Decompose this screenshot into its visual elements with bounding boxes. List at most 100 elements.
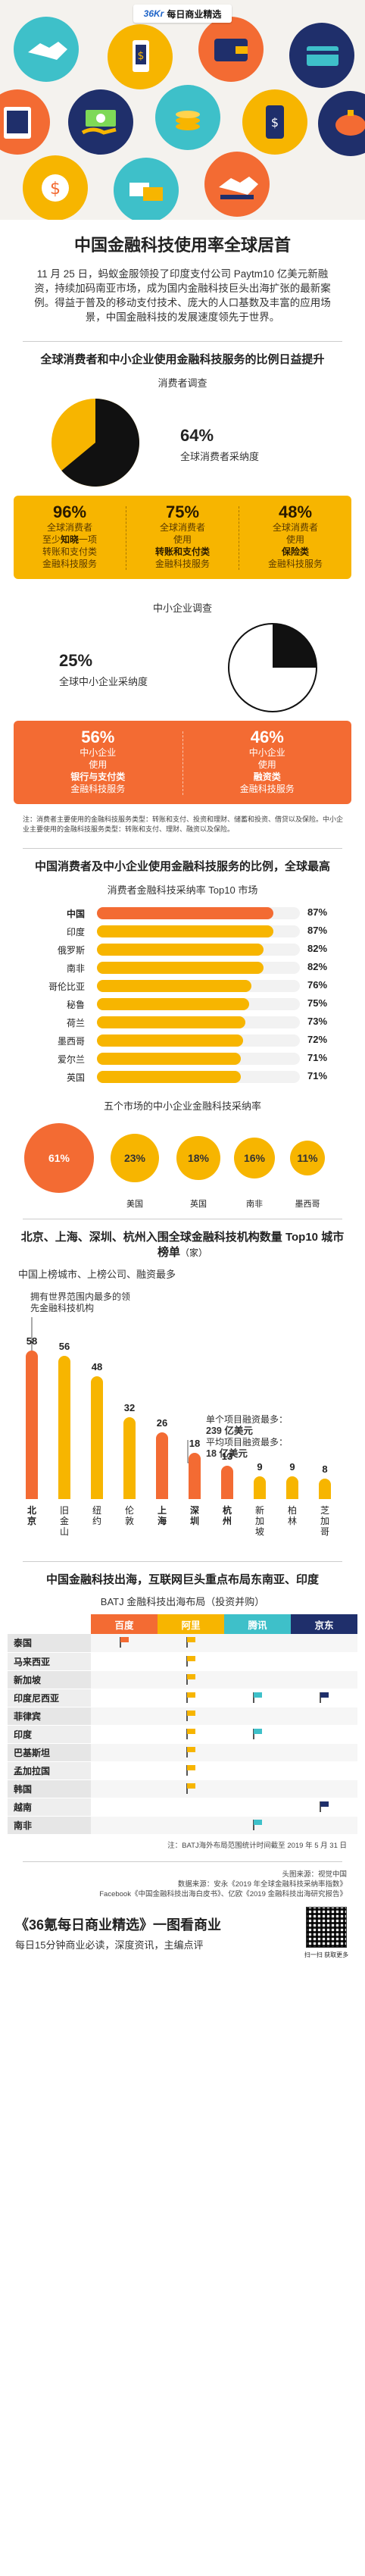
hero-banner: $ $ $ 36Kr 每日商业精选 [0,0,365,220]
stat-line: 全球消费者 [272,522,318,533]
country-cell: 新加坡 [8,1670,91,1689]
sme-pie-row: 25% 全球中小企业采纳度 [0,615,365,721]
bar-label: 中国 [66,909,85,919]
presence-cell [224,1707,291,1726]
presence-cell [291,1798,357,1817]
country-cell: 韩国 [8,1779,91,1798]
consumer-adoption-bar-chart: 中国 87% 印度 87% 俄罗斯 82% 南非 82% 哥伦比亚 76% 秘鲁 75% 荷兰 73% 墨西… [0,904,365,1086]
flag-icon [252,1819,263,1830]
presence-cell [291,1634,357,1653]
tablet-payment-icon [0,89,50,155]
presence-cell [291,1725,357,1744]
flag-icon [186,1637,196,1648]
stat-value: 56% [81,728,115,747]
bar-value-label: 82% [307,961,328,972]
city-column-value: 9 [257,1460,263,1473]
brand-logo: 36Kr 每日商业精选 [133,5,232,23]
stat-line: 全球消费者 [46,522,92,533]
sme-circles-title: 五个市场的中小企业金融科技采纳率 [103,1100,261,1112]
svg-text:$: $ [271,115,279,130]
batj-layout-table: 百度 阿里 腾讯 京东 泰国 马来西亚 新加坡 印度尼西亚 菲律宾 印度 巴基斯坦 孟加拉国 韩国 越南… [8,1614,357,1835]
sme-stat-banking: 56% 中小企业 使用 银行与支付类 金融科技服务 [14,728,182,795]
city-column-value: 18 [189,1438,201,1450]
city-column-value: 13 [221,1451,233,1463]
bar [97,1071,242,1083]
sme-circle-label: 南非 [246,1200,263,1209]
bar-label: 荷兰 [66,1018,85,1028]
consumer-section-title: 全球消费者和中小企业使用金融科技服务的比例日益提升 [40,353,325,366]
stat-line: 使用 [89,759,108,770]
bar-value-label: 76% [307,979,328,991]
bar [97,980,251,992]
flag-icon [119,1637,129,1648]
stat-strong: 保险类 [281,546,309,557]
stat-line: 金融科技服务 [42,559,97,569]
presence-cell [91,1816,158,1835]
stat-line: 金融科技服务 [70,784,126,794]
source-line-1: 头图来源：视觉中国 [282,1870,347,1879]
bar-value-label: 82% [307,943,328,954]
table-header-cell: 腾讯 [224,1614,291,1634]
bar-value-label: 87% [307,925,328,936]
city-column [156,1432,168,1499]
city-column [319,1478,331,1499]
presence-cell [158,1707,224,1726]
piggy-bank-icon [318,91,365,156]
table-row: 孟加拉国 [8,1761,357,1780]
presence-cell [91,1725,158,1744]
stat-line: 金融科技服务 [239,784,295,794]
city-column [286,1476,298,1499]
bar [97,925,274,937]
presence-cell [158,1743,224,1762]
beijing-annotation: 拥有世界范围内最多的领先金融科技机构 [30,1291,131,1313]
flag-icon [186,1673,196,1685]
bar-track [97,907,300,919]
bar-value-label: 87% [307,906,328,918]
bar [97,1053,242,1065]
bar-label: 爱尔兰 [57,1054,85,1065]
presence-cell [224,1798,291,1817]
flag-icon [186,1655,196,1667]
presence-cell [158,1779,224,1798]
sme-stats-box: 56% 中小企业 使用 银行与支付类 金融科技服务 46% 中小企业 使用 融资… [14,721,351,804]
presence-cell [158,1816,224,1835]
table-row: 巴基斯坦 [8,1743,357,1762]
sme-circle-label: 美国 [126,1200,143,1209]
presence-cell [224,1652,291,1671]
table-note: 注：BATJ海外布局范围统计时间截至 2019 年 5 月 31 日 [167,1841,347,1850]
bar-row: 墨西哥 72% [0,1031,365,1050]
section-divider [23,341,342,342]
flag-icon [186,1783,196,1794]
presence-cell [91,1743,158,1762]
presence-cell [291,1761,357,1780]
country-cell: 印度 [8,1725,91,1744]
svg-text:$: $ [138,50,145,62]
bar-label: 秘鲁 [66,1000,85,1010]
money-exchange-icon [114,158,179,220]
presence-cell [224,1779,291,1798]
dollar-sign-icon: $ [23,155,88,220]
smartphone-dollar-icon: $ [242,89,307,155]
flag-icon [186,1710,196,1721]
card-payment-icon [289,23,354,88]
presence-cell [291,1707,357,1726]
presence-cell [291,1689,357,1707]
stat-line: 中小企业 [80,747,117,758]
brand-name: 每日商业精选 [167,8,222,20]
city-column-label: 柏林 [287,1505,297,1526]
qr-code[interactable] [306,1906,347,1948]
bar-track [97,1034,300,1047]
bar-track [97,962,300,974]
stat-value: 48% [278,502,313,521]
presence-cell [224,1670,291,1689]
bar [97,1034,243,1047]
presence-cell [224,1743,291,1762]
presence-cell [291,1779,357,1798]
bar [97,907,274,919]
flag-icon [319,1801,329,1812]
bar-label: 哥伦比亚 [48,981,85,992]
bar-track [97,1053,300,1065]
presence-cell [224,1634,291,1653]
bar-label: 英国 [66,1072,85,1083]
stat-value: 46% [250,728,284,747]
